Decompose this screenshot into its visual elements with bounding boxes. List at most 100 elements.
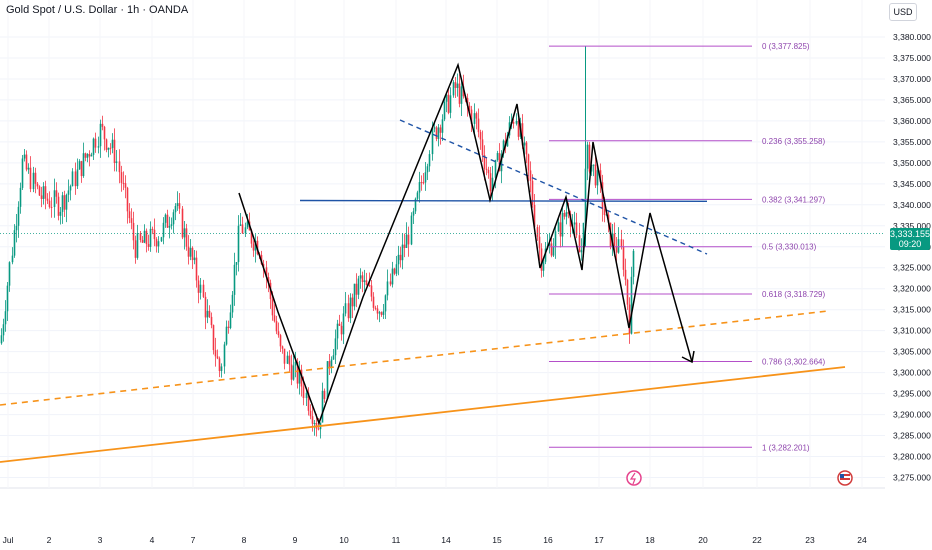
- candle-body: [523, 142, 526, 146]
- candle-body: [620, 239, 623, 247]
- price-axis[interactable]: 3,275.000 3,280.000 3,285.000 3,290.000 3,29…: [893, 32, 931, 483]
- time-tick-label: 2: [47, 535, 52, 545]
- candle-body: [223, 344, 226, 367]
- countdown-timer: 09:20: [898, 239, 922, 249]
- candle-body: [431, 128, 434, 155]
- price-tick-label: 3,375.000: [893, 53, 931, 63]
- candle-body: [557, 222, 560, 232]
- candle-body: [122, 182, 125, 184]
- candle-body: [181, 208, 184, 238]
- flag-event-icon[interactable]: [837, 470, 853, 486]
- candle-body: [561, 212, 564, 237]
- candle-body: [342, 313, 345, 335]
- candle-body: [468, 105, 471, 110]
- candle-body: [275, 321, 278, 332]
- candle-body: [615, 247, 618, 253]
- candle-body: [139, 233, 142, 240]
- candle-body: [458, 83, 461, 104]
- candle-body: [334, 338, 337, 356]
- candle-body: [241, 224, 244, 234]
- resistance-horizontal-line[interactable]: [299, 199, 708, 203]
- candle-body: [599, 170, 602, 183]
- time-axis[interactable]: Jul 2 3 4 7 8 9 10 11 14 15 16 17 18 20 22 23 24: [3, 535, 867, 545]
- candle-body: [126, 187, 129, 212]
- candle-body: [187, 246, 190, 257]
- candle-body: [227, 326, 230, 328]
- ascending-support-solid[interactable]: [0, 366, 846, 463]
- candle-body: [189, 247, 192, 257]
- candle-body: [525, 142, 528, 155]
- price-tick-label: 3,340.000: [893, 200, 931, 210]
- candle-body: [336, 323, 339, 339]
- chart-drawings[interactable]: [0, 62, 846, 463]
- candle-body: [63, 195, 66, 210]
- currency-button[interactable]: USD: [889, 3, 917, 21]
- fibonacci-retracement[interactable]: 0 (3,377.825) 0.236 (3,355.258) 0.382 (3,3…: [549, 42, 825, 452]
- price-tick-label: 3,320.000: [893, 284, 931, 294]
- candle-body: [380, 312, 383, 315]
- candle-body: [80, 161, 83, 177]
- price-tick-label: 3,315.000: [893, 305, 931, 315]
- dividend-event-icon[interactable]: [626, 470, 642, 486]
- candle-body: [529, 170, 532, 181]
- candle-body: [578, 235, 581, 253]
- candle-body: [250, 230, 253, 244]
- candlestick-series: [0, 46, 885, 439]
- candle-body: [317, 428, 320, 430]
- candle-body: [218, 358, 221, 372]
- candle-body: [101, 123, 104, 127]
- candle-body: [191, 247, 194, 261]
- time-tick-label: 16: [543, 535, 553, 545]
- candle-body: [38, 186, 41, 196]
- time-tick-label: 10: [339, 535, 349, 545]
- candle-body: [407, 234, 410, 245]
- price-tick-label: 3,280.000: [893, 452, 931, 462]
- candle-body: [94, 138, 97, 148]
- candle-body: [632, 250, 635, 277]
- candle-body: [170, 224, 173, 226]
- candle-body: [323, 390, 326, 400]
- candle-body: [59, 211, 62, 216]
- candle-body: [370, 285, 373, 297]
- candle-body: [235, 262, 238, 265]
- candle-body: [279, 335, 282, 347]
- candle-body: [298, 369, 301, 384]
- candle-body: [386, 281, 389, 296]
- candle-body: [157, 241, 160, 247]
- candle-body: [283, 348, 286, 364]
- candle-body: [418, 182, 421, 193]
- candle-body: [118, 161, 121, 173]
- candle-body: [389, 281, 392, 285]
- candle-body: [178, 203, 181, 209]
- candle-body: [136, 233, 139, 258]
- price-tick-label: 3,380.000: [893, 32, 931, 42]
- candle-body: [149, 228, 152, 247]
- candle-body: [174, 206, 177, 213]
- candle-body: [113, 139, 116, 164]
- time-tick-label: 11: [392, 535, 401, 545]
- candle-body: [393, 268, 396, 274]
- fib-level-label: 0.382 (3,341.297): [762, 195, 825, 204]
- candle-body: [90, 154, 93, 157]
- candle-body: [162, 222, 165, 238]
- time-tick-label: 3: [98, 535, 103, 545]
- candle-body: [552, 246, 555, 256]
- candle-body: [326, 361, 329, 400]
- candle-body: [515, 121, 518, 124]
- candle-body: [208, 310, 211, 317]
- time-tick-label: 18: [645, 535, 655, 545]
- candle-body: [403, 244, 406, 248]
- elliott-wave-path[interactable]: [238, 62, 693, 426]
- candle-body: [521, 123, 524, 146]
- candle-body: [84, 153, 87, 158]
- candle-body: [202, 284, 205, 297]
- candle-body: [130, 218, 133, 223]
- price-tick-label: 3,365.000: [893, 95, 931, 105]
- ascending-support-dashed[interactable]: [0, 310, 829, 406]
- candle-body: [195, 257, 198, 281]
- time-tick-label: Jul: [3, 535, 14, 545]
- candle-body: [166, 214, 169, 228]
- candle-body: [4, 311, 7, 325]
- candle-body: [344, 303, 347, 314]
